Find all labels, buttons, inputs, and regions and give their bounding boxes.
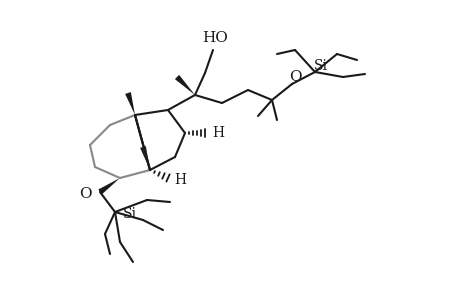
Polygon shape	[140, 146, 150, 170]
Text: HO: HO	[202, 31, 228, 45]
Text: H: H	[212, 126, 224, 140]
Polygon shape	[174, 75, 195, 95]
Polygon shape	[125, 92, 134, 115]
Text: Si: Si	[313, 59, 327, 73]
Polygon shape	[98, 178, 120, 194]
Text: Si: Si	[123, 207, 137, 221]
Text: O: O	[79, 187, 92, 201]
Text: O: O	[288, 70, 301, 84]
Text: H: H	[174, 173, 185, 187]
